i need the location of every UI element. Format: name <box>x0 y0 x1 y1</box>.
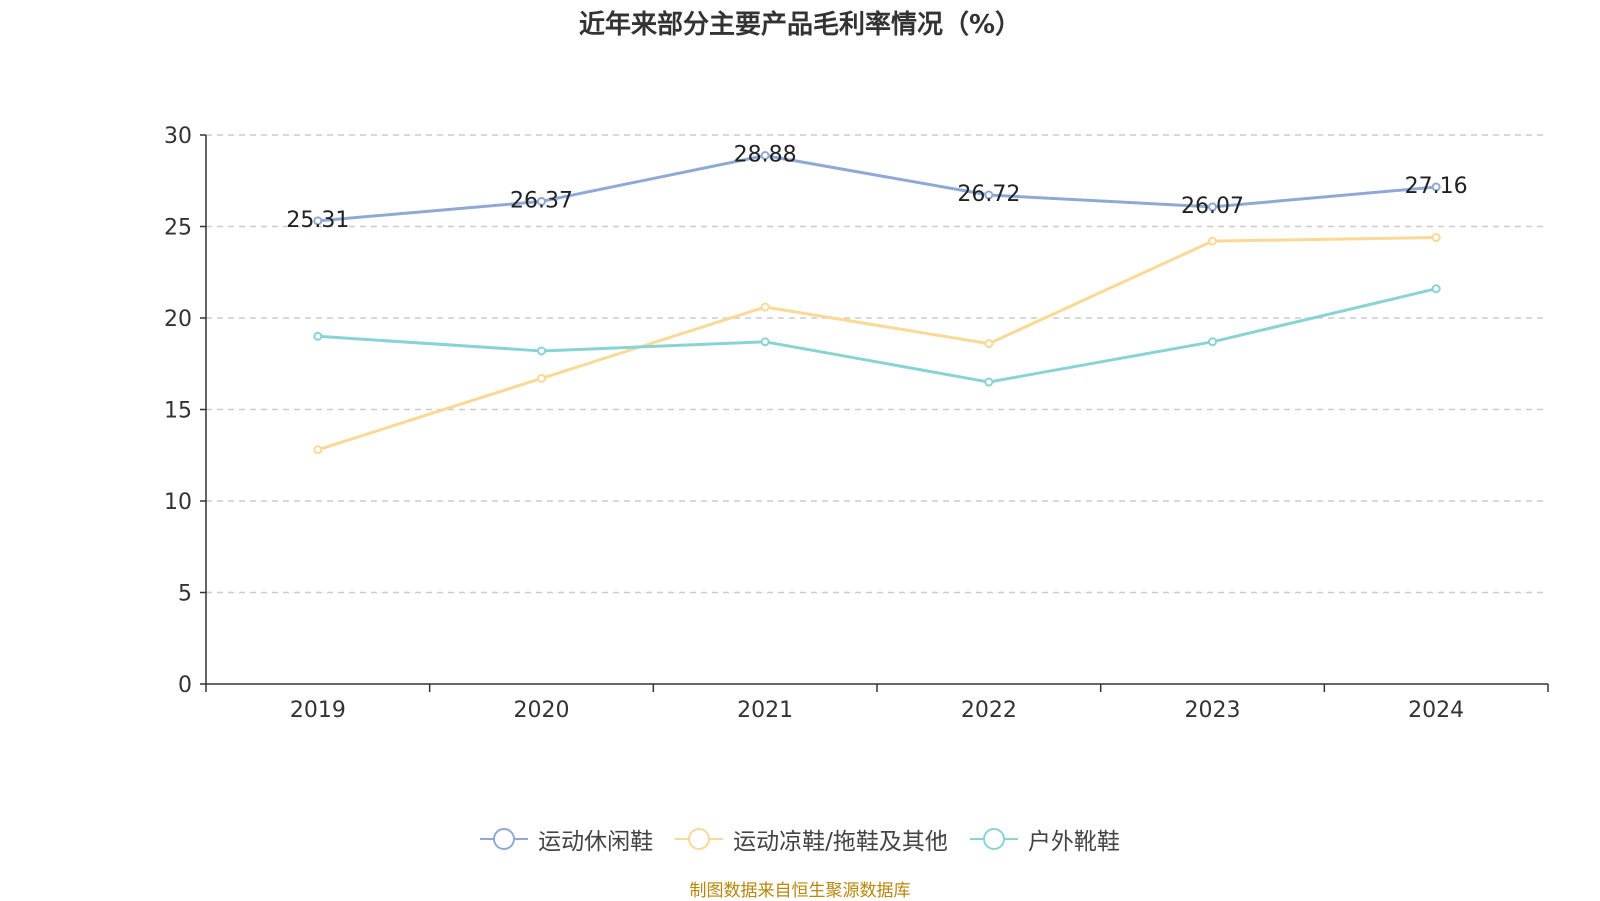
data-label-0-2020: 26.37 <box>510 188 573 213</box>
legend-item-0[interactable]: 运动休闲鞋 <box>480 822 653 856</box>
y-tick-label-6: 30 <box>164 124 192 149</box>
data-source-note: 制图数据来自恒生聚源数据库 <box>689 881 911 901</box>
legend: 运动休闲鞋 运动凉鞋/拖鞋及其他 户外靴鞋 <box>0 822 1600 856</box>
grid-lines <box>206 134 1548 594</box>
data-labels: 25.31 26.37 28.88 26.72 26.07 27.16 <box>286 142 1467 232</box>
data-label-0-2022: 26.72 <box>957 182 1020 207</box>
x-tick-label-2019: 2019 <box>290 698 346 723</box>
data-label-0-2023: 26.07 <box>1181 194 1244 219</box>
series-0-point-2024[interactable] <box>1431 182 1441 192</box>
series-0-point-2019[interactable] <box>313 216 323 226</box>
legend-marker-1 <box>675 828 724 850</box>
series-2-point-2020[interactable] <box>537 346 546 356</box>
series-1-point-2019[interactable] <box>313 445 323 455</box>
y-tick-label-1: 5 <box>178 582 192 607</box>
x-tick-label-2022: 2022 <box>961 698 1017 723</box>
legend-label-1: 运动凉鞋/拖鞋及其他 <box>733 829 948 855</box>
data-label-0-2024: 27.16 <box>1405 174 1468 199</box>
series-1-point-2023[interactable] <box>1208 236 1217 246</box>
series-0-point-2021[interactable] <box>760 150 770 160</box>
series-1-point-2024[interactable] <box>1431 232 1441 242</box>
series-1-point-2021[interactable] <box>760 302 770 312</box>
data-label-0-2019: 25.31 <box>286 208 349 233</box>
series-2-point-2024[interactable] <box>1431 284 1441 294</box>
x-tick-label-2024: 2024 <box>1408 698 1464 723</box>
series-1-point-2022[interactable] <box>984 339 994 349</box>
series-0-point-2020[interactable] <box>537 196 546 206</box>
series-group <box>313 150 1441 455</box>
y-tick-label-3: 15 <box>164 399 192 424</box>
data-label-0-2021: 28.88 <box>734 142 797 167</box>
series-line-1 <box>317 235 1437 452</box>
legend-marker-2 <box>969 828 1018 850</box>
legend-item-2[interactable]: 户外靴鞋 <box>969 822 1120 856</box>
legend-label-2: 户外靴鞋 <box>1027 829 1120 855</box>
series-0-point-2023[interactable] <box>1208 202 1217 212</box>
series-2-point-2019[interactable] <box>313 331 323 341</box>
series-0-point-2022[interactable] <box>984 190 994 200</box>
legend-item-1[interactable]: 运动凉鞋/拖鞋及其他 <box>675 822 948 856</box>
series-line-2 <box>317 287 1437 384</box>
x-axis: 2019 2020 2021 2022 2023 2024 <box>205 683 1549 723</box>
chart-title: 近年来部分主要产品毛利率情况（%） <box>578 10 1022 40</box>
x-tick-label-2021: 2021 <box>737 698 793 723</box>
legend-label-0: 运动休闲鞋 <box>538 829 654 855</box>
series-2-point-2022[interactable] <box>984 377 994 387</box>
y-tick-label-5: 25 <box>164 216 192 241</box>
series-2-point-2023[interactable] <box>1208 337 1217 347</box>
x-tick-label-2020: 2020 <box>514 698 570 723</box>
y-axis: 0 5 10 15 20 25 30 <box>164 124 207 698</box>
x-tick-label-2023: 2023 <box>1185 698 1241 723</box>
y-tick-label-4: 20 <box>164 307 192 332</box>
y-tick-label-0: 0 <box>178 673 192 698</box>
y-tick-label-2: 10 <box>164 490 192 515</box>
series-2-point-2021[interactable] <box>760 337 770 347</box>
series-1-point-2020[interactable] <box>537 373 546 383</box>
series-line-0 <box>317 153 1437 223</box>
legend-marker-0 <box>480 828 529 850</box>
